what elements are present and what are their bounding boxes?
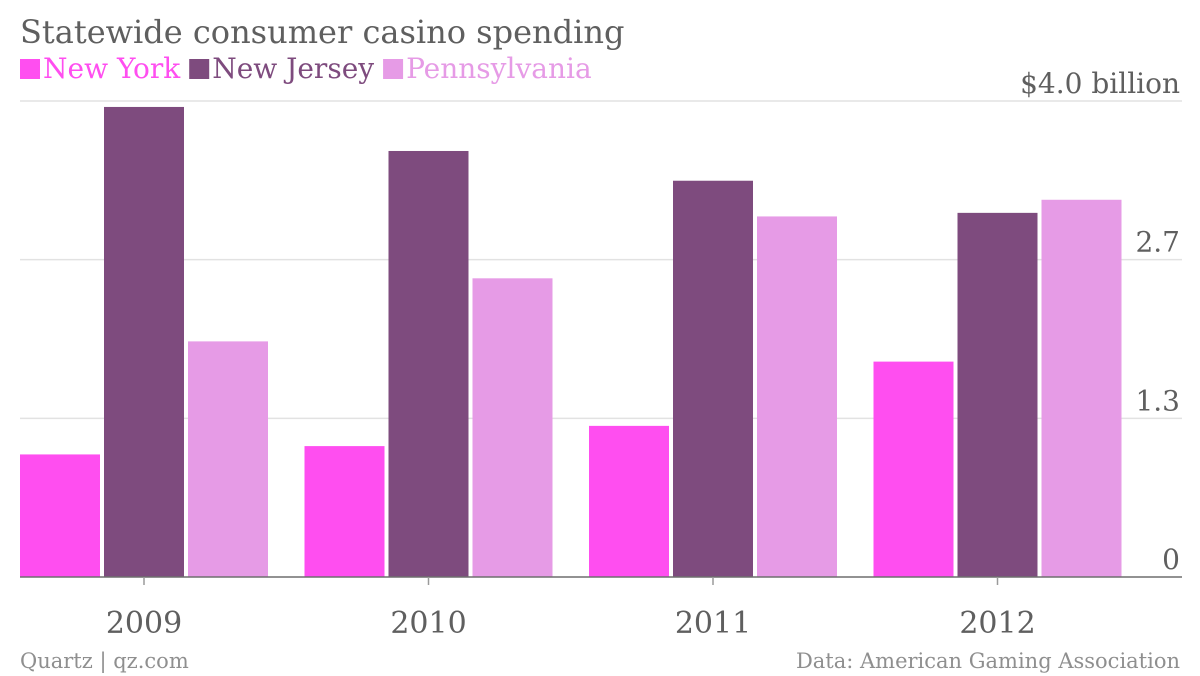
x-tick-label: 2010	[390, 606, 466, 641]
bar	[304, 446, 385, 577]
bar	[589, 425, 669, 577]
chart-title: Statewide consumer casino spending	[20, 13, 624, 51]
x-tick-label: 2011	[675, 606, 751, 641]
y-tick-label: 1.3	[1135, 384, 1180, 417]
bar	[957, 212, 1038, 578]
bar	[873, 361, 954, 577]
y-tick-label: $4.0 billion	[1020, 67, 1180, 100]
bar	[388, 150, 469, 578]
legend-label: New York	[43, 52, 181, 85]
legend-swatch	[189, 59, 210, 79]
bar	[757, 216, 837, 577]
data-source: Data: American Gaming Association	[796, 649, 1180, 673]
x-axis-tick-marks	[143, 577, 999, 585]
y-axis-tick-labels: 0 1.3 2.7 $4.0 billion	[1020, 67, 1180, 576]
y-tick-label: 2.7	[1135, 226, 1180, 259]
legend: New York New Jersey Pennsylvania	[20, 52, 592, 85]
bar	[1041, 199, 1122, 577]
x-axis-tick-labels: 2009 2010 2011 2012	[106, 606, 1036, 641]
legend-label: Pennsylvania	[406, 52, 592, 85]
legend-label: New Jersey	[212, 52, 374, 85]
bar	[188, 341, 268, 577]
bar	[20, 454, 100, 577]
x-tick-label: 2012	[959, 606, 1035, 641]
bar	[104, 106, 184, 577]
legend-swatch	[383, 59, 404, 79]
x-tick-label: 2009	[106, 606, 182, 641]
source-credit: Quartz | qz.com	[20, 649, 189, 674]
legend-swatch	[20, 59, 40, 79]
bar	[472, 278, 553, 577]
bars	[20, 106, 1122, 578]
y-tick-label: 0	[1162, 543, 1180, 576]
bar	[673, 180, 753, 578]
